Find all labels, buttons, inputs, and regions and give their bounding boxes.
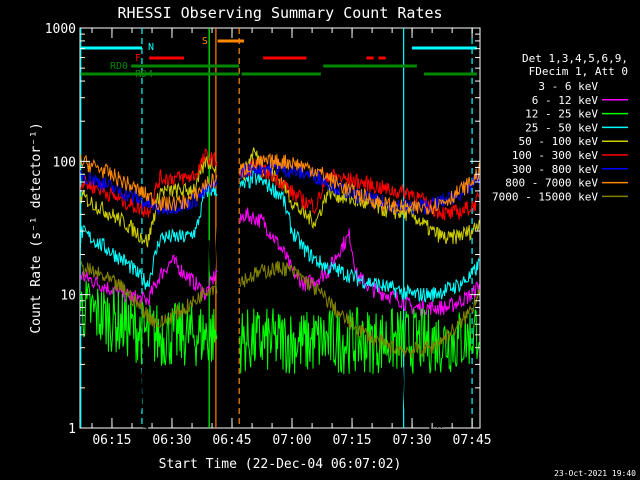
- flag-label-rd0: RD0: [110, 61, 128, 72]
- y-axis-ticks: 1 10 100 1000: [45, 22, 480, 437]
- legend-entry-label: 12 - 25 keV: [525, 108, 598, 121]
- chart-title: RHESSI Observing Summary Count Rates: [117, 4, 442, 22]
- x-axis-ticks: 06:15 06:30 06:45 07:00 07:15 07:30 07:45: [91, 28, 492, 448]
- plot-frame: [79, 27, 481, 429]
- legend-entry-label: 800 - 7000 keV: [505, 177, 598, 190]
- legend-header-line: Det 1,3,4,5,6,9,: [522, 52, 628, 65]
- y-tick-label: 100: [53, 155, 76, 170]
- series-line-5: [80, 148, 480, 222]
- x-tick-label: 06:30: [152, 433, 191, 448]
- series-line-2: [80, 280, 480, 375]
- flag-label-s: S: [202, 36, 208, 47]
- legend-entry-label: 50 - 100 keV: [519, 135, 599, 148]
- series-line-8: [80, 260, 480, 359]
- series-line-7: [80, 152, 480, 216]
- series-lines: [80, 147, 480, 429]
- legend-entry-label: 3 - 6 keV: [538, 80, 598, 93]
- legend-entry-label: 25 - 50 keV: [525, 121, 598, 134]
- flag-label-n: N: [148, 42, 154, 53]
- legend: Det 1,3,4,5,6,9,FDecim 1, Att 0 3 - 6 keV…: [492, 52, 628, 203]
- x-tick-label: 06:45: [212, 433, 251, 448]
- x-tick-label: 07:15: [332, 433, 371, 448]
- legend-entry-label: 6 - 12 keV: [532, 94, 599, 107]
- vertical-markers: [80, 28, 473, 428]
- x-tick-label: 07:30: [392, 433, 431, 448]
- legend-entry-label: 300 - 800 keV: [512, 163, 598, 176]
- flag-label-rd4: RD4: [135, 69, 153, 80]
- series-line-3: [80, 169, 480, 303]
- x-axis-label: Start Time (22-Dec-04 06:07:02): [159, 457, 402, 472]
- x-tick-label: 07:45: [453, 433, 492, 448]
- plot-area: N S F RD0 RD4: [79, 27, 481, 429]
- x-tick-label: 06:15: [92, 433, 131, 448]
- y-tick-label: 1000: [45, 22, 76, 37]
- y-tick-label: 1: [68, 422, 76, 437]
- y-axis-label: Count Rate (s⁻¹ detector⁻¹): [29, 122, 44, 333]
- legend-entry-label: 100 - 300 keV: [512, 149, 598, 162]
- y-tick-label: 10: [60, 289, 76, 304]
- flag-bars: N S F RD0 RD4: [80, 36, 477, 80]
- series-line-0: [80, 178, 480, 429]
- footer-date: 23-Oct-2021 19:40: [554, 469, 636, 478]
- legend-header-line: FDecim 1, Att 0: [529, 65, 628, 78]
- flag-label-f: F: [135, 53, 141, 64]
- legend-entry-label: 7000 - 15000 keV: [492, 190, 598, 203]
- x-tick-label: 07:00: [272, 433, 311, 448]
